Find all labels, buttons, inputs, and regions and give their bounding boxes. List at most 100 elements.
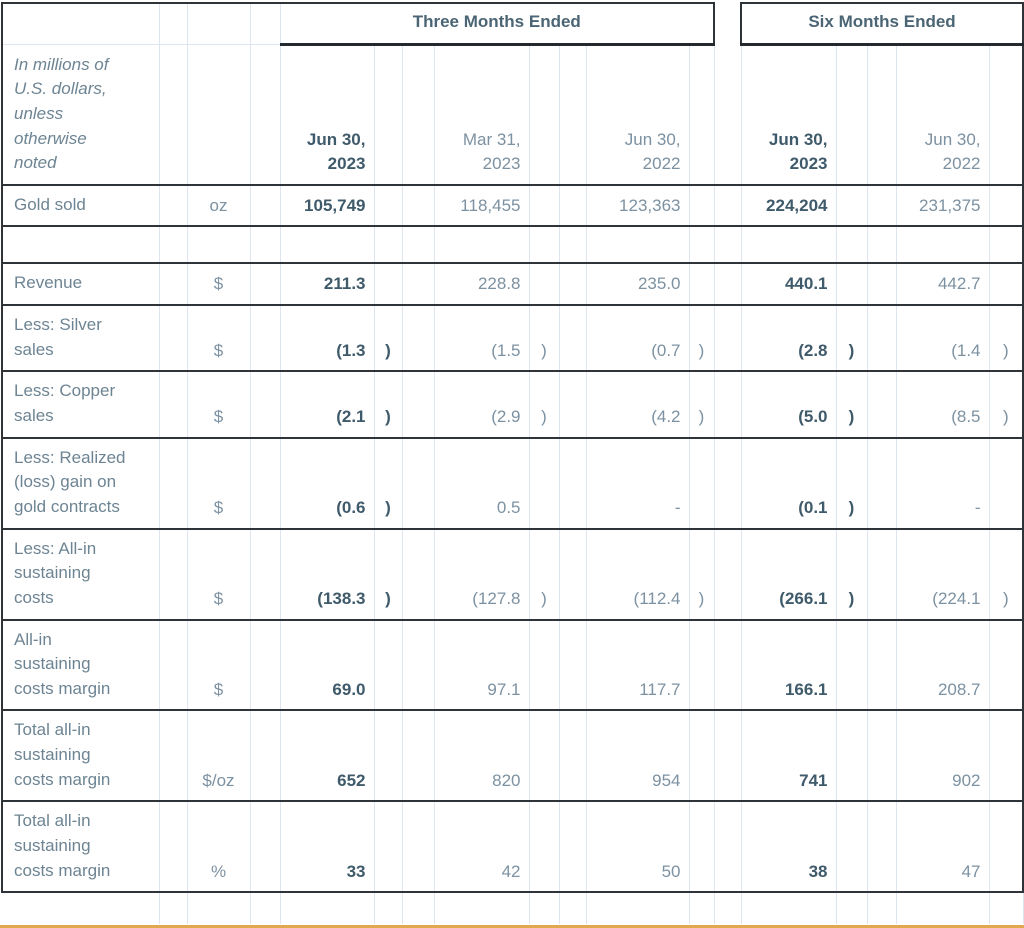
spacer-cell xyxy=(989,892,1024,925)
spacer-cell xyxy=(689,226,715,265)
spacer-cell xyxy=(714,801,742,894)
date-header: Jun 30, 2023 xyxy=(280,44,375,186)
value-cell: 231,375 xyxy=(896,184,990,228)
value-cell: 166.1 xyxy=(741,619,837,712)
paren-cell: ) xyxy=(689,371,715,439)
paren-cell xyxy=(836,710,868,803)
paren-cell: ) xyxy=(374,305,403,373)
spacer-cell xyxy=(250,619,281,712)
three-months-header: Three Months Ended xyxy=(280,1,715,46)
paren-cell xyxy=(689,801,715,894)
spacer-cell xyxy=(714,437,742,530)
paren-cell xyxy=(374,184,403,228)
spacer-cell xyxy=(374,44,403,186)
table-row: All-in sustaining costs margin $ 69.0 97… xyxy=(1,619,1024,712)
value-cell: 652 xyxy=(280,710,375,803)
spacer-cell xyxy=(529,892,560,925)
value-cell: 42 xyxy=(434,801,530,894)
spacer-cell xyxy=(1,1,160,45)
unit-cell: $ xyxy=(187,305,251,373)
paren-cell: ) xyxy=(374,437,403,530)
spacer-cell xyxy=(867,371,897,439)
paren-cell xyxy=(529,710,560,803)
spacer-cell xyxy=(714,892,742,925)
spacer-cell xyxy=(559,710,587,803)
unit-cell: $ xyxy=(187,437,251,530)
spacer-cell xyxy=(714,371,742,439)
spacer-cell xyxy=(741,892,837,925)
spacer-cell xyxy=(187,1,251,45)
value-cell: (112.4 xyxy=(586,528,690,621)
paren-cell xyxy=(374,619,403,712)
spacer-cell xyxy=(714,226,742,265)
spacer-cell xyxy=(402,619,435,712)
value-cell: 118,455 xyxy=(434,184,530,228)
spacer-cell xyxy=(714,619,742,712)
table-row: Total all-in sustaining costs margin $/o… xyxy=(1,710,1024,803)
spacer-cell xyxy=(250,44,281,186)
date-header-row: In millions of U.S. dollars, unless othe… xyxy=(1,44,1024,186)
spacer-cell xyxy=(187,226,251,265)
spacer-cell xyxy=(741,226,837,265)
spacer-cell xyxy=(714,263,742,307)
spacer-cell xyxy=(896,226,990,265)
spacer-cell xyxy=(559,801,587,894)
spacer-cell xyxy=(529,44,560,186)
unit-cell: $/oz xyxy=(187,710,251,803)
paren-cell: ) xyxy=(529,528,560,621)
paren-cell: ) xyxy=(836,371,868,439)
value-cell: 442.7 xyxy=(896,263,990,307)
spacer-cell xyxy=(402,44,435,186)
spacer-cell xyxy=(867,184,897,228)
spacer-cell xyxy=(402,801,435,894)
value-cell: 123,363 xyxy=(586,184,690,228)
paren-cell: ) xyxy=(689,305,715,373)
spacer-cell xyxy=(402,184,435,228)
row-label: All-in sustaining costs margin xyxy=(1,619,160,712)
row-label: Less: Realized (loss) gain on gold contr… xyxy=(1,437,160,530)
spacer-cell xyxy=(250,371,281,439)
spacer-cell xyxy=(867,263,897,307)
paren-cell: ) xyxy=(374,371,403,439)
paren-cell: ) xyxy=(529,371,560,439)
paren-cell: ) xyxy=(836,528,868,621)
value-cell: 741 xyxy=(741,710,837,803)
spacer-cell xyxy=(989,44,1024,186)
value-cell: (2.9 xyxy=(434,371,530,439)
spacer-cell xyxy=(374,892,403,925)
row-label: Gold sold xyxy=(1,184,160,228)
spacer-cell xyxy=(159,892,188,925)
value-cell: 105,749 xyxy=(280,184,375,228)
spacer-cell xyxy=(586,226,690,265)
spacer-cell xyxy=(559,44,587,186)
value-cell: (224.1 xyxy=(896,528,990,621)
paren-cell xyxy=(374,710,403,803)
spacer-cell xyxy=(159,528,188,621)
paren-cell xyxy=(989,184,1024,228)
spacer-cell xyxy=(559,226,587,265)
spacer-cell xyxy=(187,892,251,925)
paren-cell: ) xyxy=(374,528,403,621)
spacer-cell xyxy=(159,619,188,712)
spacer-cell xyxy=(402,371,435,439)
spacer-cell xyxy=(402,437,435,530)
spacer-cell xyxy=(867,710,897,803)
value-cell: (0.7 xyxy=(586,305,690,373)
value-cell: (1.3 xyxy=(280,305,375,373)
unit-cell: $ xyxy=(187,528,251,621)
spacer-cell xyxy=(402,528,435,621)
value-cell: 208.7 xyxy=(896,619,990,712)
spacer-cell xyxy=(559,371,587,439)
row-label: Less: All-in sustaining costs xyxy=(1,528,160,621)
date-header: Jun 30, 2022 xyxy=(896,44,990,186)
spacer-cell xyxy=(250,801,281,894)
spacer-cell xyxy=(714,305,742,373)
table-row: Less: Copper sales $ (2.1 ) (2.9 ) (4.2 … xyxy=(1,371,1024,439)
spacer-cell xyxy=(159,371,188,439)
paren-cell xyxy=(374,801,403,894)
spacer-cell xyxy=(159,226,188,265)
paren-cell xyxy=(836,184,868,228)
row-label: Total all-in sustaining costs margin xyxy=(1,801,160,894)
spacer-cell xyxy=(250,305,281,373)
unit-cell: % xyxy=(187,801,251,894)
